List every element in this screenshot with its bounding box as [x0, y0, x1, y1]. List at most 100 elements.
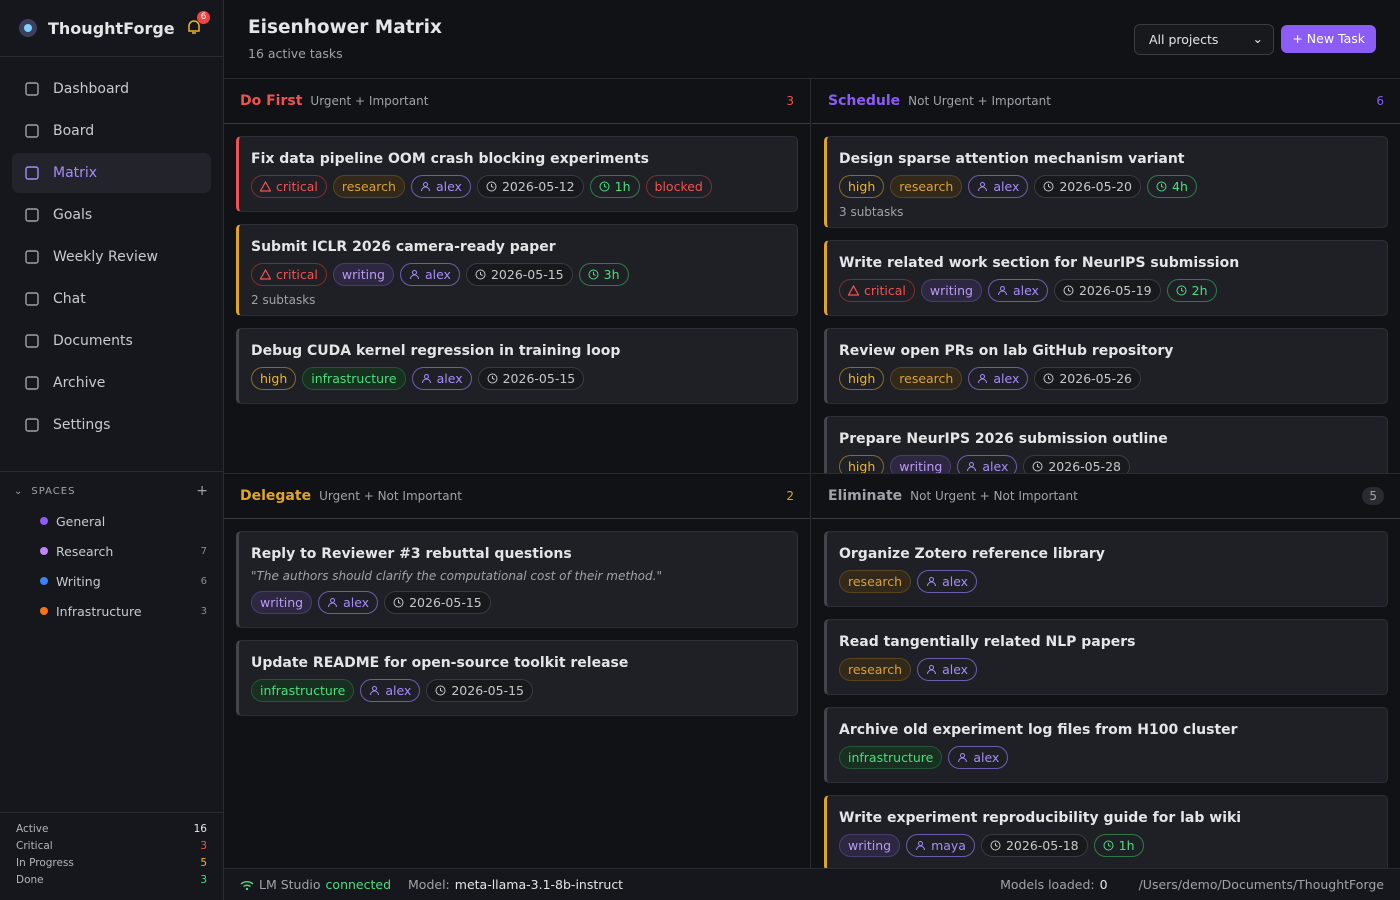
nav-item[interactable]: Chat [12, 279, 211, 319]
nav-item[interactable]: Dashboard [12, 69, 211, 109]
header: Eisenhower Matrix 16 active tasks All pr… [224, 0, 1400, 79]
user-icon [978, 182, 988, 192]
nav-label: Documents [53, 333, 133, 349]
space-item[interactable]: Research 7 [0, 536, 223, 566]
task-tags: critical writing alex 2026-05-15 3h [251, 263, 785, 286]
tag-label: alex [973, 750, 1000, 765]
task-card[interactable]: Review open PRs on lab GitHub repository… [824, 328, 1388, 404]
nav-item[interactable]: Goals [12, 195, 211, 235]
space-dot [40, 607, 48, 615]
space-dot [40, 577, 48, 585]
chevron[interactable]: ⌄ [14, 485, 24, 497]
task-card[interactable]: Design sparse attention mechanism varian… [824, 136, 1388, 228]
tag-label: alex [942, 662, 969, 677]
new-task-button[interactable]: + New Task [1281, 25, 1376, 53]
clock-icon [487, 373, 498, 384]
notifications[interactable]: 6 [185, 11, 210, 38]
user-icon [421, 374, 431, 384]
stat-row: Active 16 [16, 823, 207, 840]
provider: LM Studio [259, 877, 321, 892]
clock-icon [1043, 181, 1054, 192]
task-title: Organize Zotero reference library [839, 546, 1105, 562]
tag-label: alex [424, 267, 451, 282]
tag-label: writing [341, 267, 385, 282]
nav-icon [25, 334, 39, 348]
nav-item[interactable]: Documents [12, 321, 211, 361]
tag: critical [839, 279, 915, 302]
nav-item[interactable]: Settings [12, 405, 211, 445]
tag-label: 2026-05-15 [451, 683, 524, 698]
tag: alex [360, 679, 421, 702]
brand-row: ThoughtForge 6 [0, 0, 223, 57]
task-card[interactable]: Archive old experiment log files from H1… [824, 707, 1388, 783]
task-card[interactable]: Read tangentially related NLP papers rese… [824, 619, 1388, 695]
nav-label: Dashboard [53, 81, 129, 97]
stat-label: Done [16, 874, 44, 886]
quadrant-count: 6 [1376, 94, 1384, 108]
tag-label: 2026-05-19 [1078, 283, 1152, 298]
nav-icon [25, 418, 39, 432]
space-count: 3 [200, 605, 207, 617]
tag-label: 2026-05-15 [409, 595, 482, 610]
space-label: General [56, 513, 106, 529]
space-item[interactable]: Writing 6 [0, 566, 223, 596]
task-card[interactable]: Fix data pipeline OOM crash blocking exp… [236, 136, 798, 212]
tag: 1h [1093, 834, 1144, 857]
tag: alex [968, 175, 1029, 198]
nav-label: Chat [53, 291, 86, 307]
tag-label: alex [385, 683, 412, 698]
main: Eisenhower Matrix 16 active tasks All pr… [224, 0, 1400, 900]
task-card[interactable]: Write related work section for NeurIPS s… [824, 240, 1388, 316]
space-item[interactable]: General [0, 506, 223, 536]
tag: alex [968, 367, 1029, 390]
nav-label: Goals [53, 207, 93, 223]
quadrant-header: Delegate Urgent + Not Important 2 [224, 474, 810, 519]
nav-item[interactable]: Weekly Review [12, 237, 211, 277]
task-card[interactable]: Write experiment reproducibility guide f… [824, 795, 1388, 868]
space-item[interactable]: Infrastructure 3 [0, 596, 223, 626]
task-title: Prepare NeurIPS 2026 submission outline [839, 431, 1168, 447]
spaces-list: General Research 7 Writing 6 Infrastructure 3 [0, 506, 223, 626]
tag: maya [906, 834, 975, 857]
nav-item[interactable]: Archive [12, 363, 211, 403]
tag: writing [920, 279, 982, 302]
tag: high [839, 367, 885, 390]
task-tags: critical writing alex 2026-05-19 2h [839, 279, 1375, 302]
clock-icon [1063, 285, 1074, 296]
tag-label: alex [436, 371, 463, 386]
warn-icon [260, 269, 271, 280]
nav-label: Board [53, 123, 95, 139]
task-title: Fix data pipeline OOM crash blocking exp… [251, 151, 649, 167]
task-card[interactable]: Organize Zotero reference library researc… [824, 531, 1388, 607]
nav-icon [25, 166, 39, 180]
tag: 2026-05-26 [1034, 367, 1142, 390]
tag-label: high [848, 459, 876, 474]
nav-item[interactable]: Matrix [12, 153, 211, 193]
task-card[interactable]: Submit ICLR 2026 camera-ready paper criti… [236, 224, 798, 316]
task-title: Review open PRs on lab GitHub repository [839, 343, 1174, 359]
add-space[interactable]: + [196, 483, 209, 499]
task-tags: high writing alex 2026-05-28 [839, 455, 1375, 474]
quadrant-subtitle: Urgent + Not Important [319, 489, 462, 503]
task-tags: writing alex 2026-05-15 [251, 591, 785, 614]
space-dot [40, 547, 48, 555]
stat-value: 5 [200, 857, 207, 869]
task-card[interactable]: Update README for open-source toolkit re… [236, 640, 798, 716]
connection-state: connected [325, 877, 392, 892]
spaces: ⌄ SPACES + General Research 7 Writing 6 Infra… [0, 471, 223, 626]
chevron: ⌄ [1252, 31, 1263, 46]
task-card[interactable]: Reply to Reviewer #3 rebuttal questions "… [236, 531, 798, 628]
nav-icon [25, 376, 39, 390]
nav-icon [25, 208, 39, 222]
task-card[interactable]: Prepare NeurIPS 2026 submission outline h… [824, 416, 1388, 474]
task-title: Debug CUDA kernel regression in training… [251, 343, 621, 359]
project-filter[interactable]: All projects ⌄ [1134, 24, 1274, 55]
space-label: Infrastructure [56, 603, 142, 619]
tag: 3h [578, 263, 629, 286]
tag-label: alex [435, 179, 462, 194]
task-card[interactable]: Debug CUDA kernel regression in training… [236, 328, 798, 404]
nav-item[interactable]: Board [12, 111, 211, 151]
tag-label: 2026-05-18 [1005, 838, 1079, 853]
stats: Active 16 Critical 3 In Progress 5 Done 3 [0, 812, 223, 900]
